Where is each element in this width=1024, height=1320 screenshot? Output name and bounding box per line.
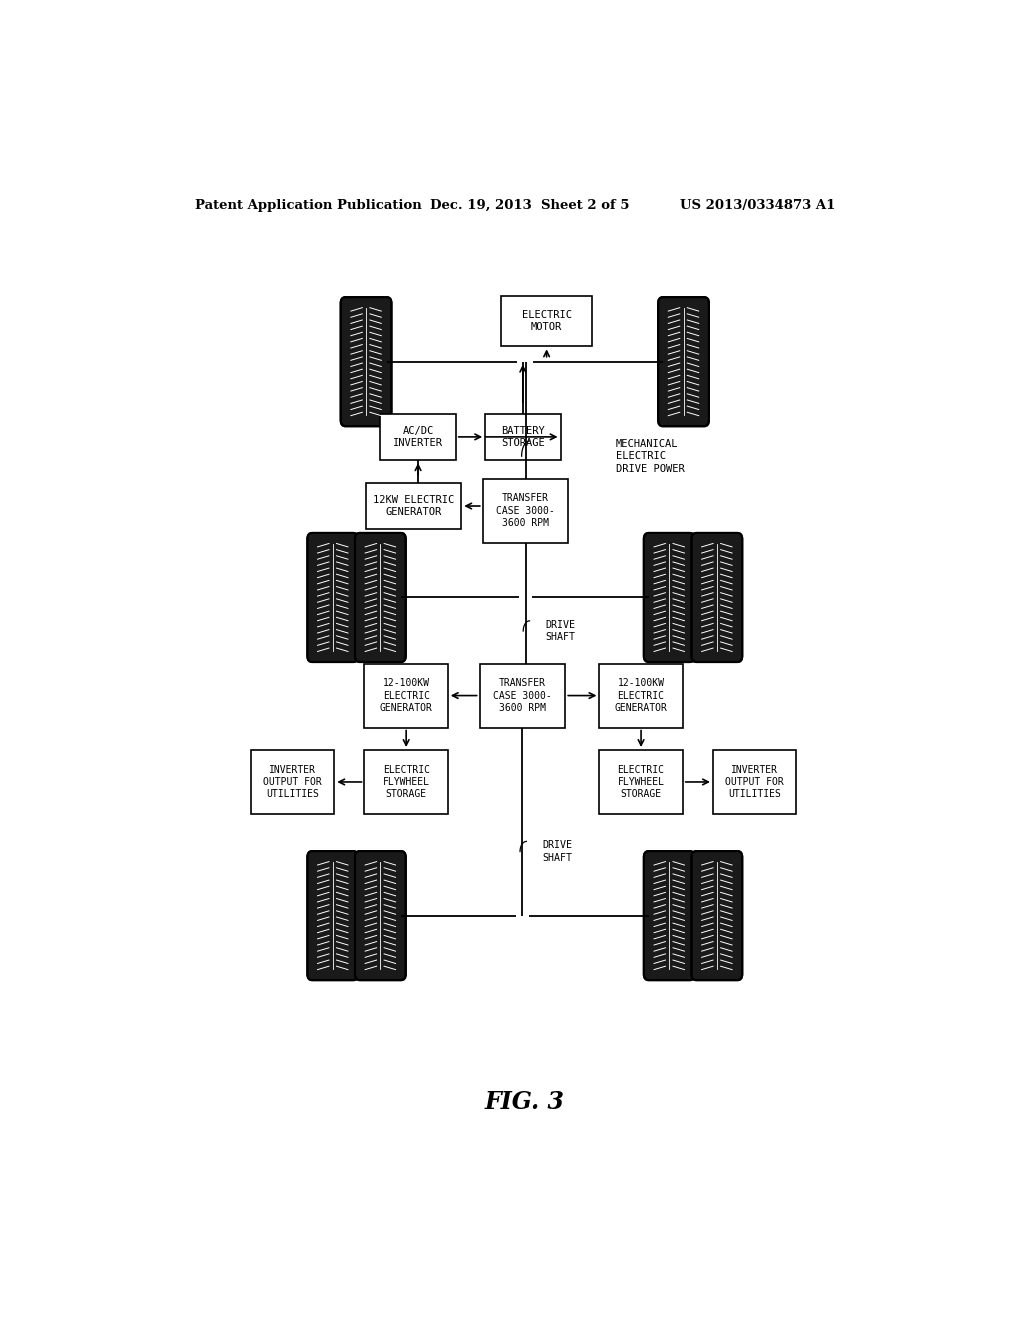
Bar bbox=[713, 750, 797, 814]
FancyBboxPatch shape bbox=[307, 533, 358, 663]
Bar bbox=[380, 413, 456, 461]
FancyBboxPatch shape bbox=[644, 851, 694, 981]
Bar bbox=[482, 479, 568, 543]
Text: Dec. 19, 2013  Sheet 2 of 5: Dec. 19, 2013 Sheet 2 of 5 bbox=[430, 198, 629, 211]
Text: INVERTER
OUTPUT FOR
UTILITIES: INVERTER OUTPUT FOR UTILITIES bbox=[725, 764, 784, 800]
Text: US 2013/0334873 A1: US 2013/0334873 A1 bbox=[680, 198, 835, 211]
FancyBboxPatch shape bbox=[658, 297, 709, 426]
Text: AC/DC
INVERTER: AC/DC INVERTER bbox=[393, 425, 443, 447]
Text: TRANSFER
CASE 3000-
3600 RPM: TRANSFER CASE 3000- 3600 RPM bbox=[497, 494, 555, 528]
Bar bbox=[485, 413, 560, 461]
Bar bbox=[479, 664, 565, 727]
Text: 12-100KW
ELECTRIC
GENERATOR: 12-100KW ELECTRIC GENERATOR bbox=[614, 678, 668, 713]
FancyBboxPatch shape bbox=[355, 851, 406, 981]
Text: FIG. 3: FIG. 3 bbox=[484, 1089, 565, 1114]
FancyBboxPatch shape bbox=[691, 851, 742, 981]
Text: Patent Application Publication: Patent Application Publication bbox=[196, 198, 422, 211]
Text: MECHANICAL
ELECTRIC
DRIVE POWER: MECHANICAL ELECTRIC DRIVE POWER bbox=[616, 438, 685, 474]
Text: ELECTRIC
FLYWHEEL
STORAGE: ELECTRIC FLYWHEEL STORAGE bbox=[383, 764, 430, 800]
Text: DRIVE
SHAFT: DRIVE SHAFT bbox=[543, 841, 572, 863]
Text: DRIVE
SHAFT: DRIVE SHAFT bbox=[546, 620, 575, 643]
Text: TRANSFER
CASE 3000-
3600 RPM: TRANSFER CASE 3000- 3600 RPM bbox=[493, 678, 552, 713]
Text: 12KW ELECTRIC
GENERATOR: 12KW ELECTRIC GENERATOR bbox=[373, 495, 455, 517]
Bar bbox=[599, 664, 683, 727]
Bar bbox=[367, 483, 461, 529]
Text: ELECTRIC
MOTOR: ELECTRIC MOTOR bbox=[521, 310, 571, 333]
Bar bbox=[599, 750, 683, 814]
Bar bbox=[251, 750, 334, 814]
Text: BATTERY
STORAGE: BATTERY STORAGE bbox=[501, 425, 545, 447]
Text: ELECTRIC
FLYWHEEL
STORAGE: ELECTRIC FLYWHEEL STORAGE bbox=[617, 764, 665, 800]
FancyBboxPatch shape bbox=[355, 533, 406, 663]
Text: 12-100KW
ELECTRIC
GENERATOR: 12-100KW ELECTRIC GENERATOR bbox=[380, 678, 432, 713]
FancyBboxPatch shape bbox=[341, 297, 391, 426]
Bar bbox=[501, 296, 592, 346]
Text: INVERTER
OUTPUT FOR
UTILITIES: INVERTER OUTPUT FOR UTILITIES bbox=[263, 764, 322, 800]
Bar bbox=[365, 664, 447, 727]
FancyBboxPatch shape bbox=[644, 533, 694, 663]
FancyBboxPatch shape bbox=[307, 851, 358, 981]
FancyBboxPatch shape bbox=[691, 533, 742, 663]
Bar bbox=[365, 750, 447, 814]
